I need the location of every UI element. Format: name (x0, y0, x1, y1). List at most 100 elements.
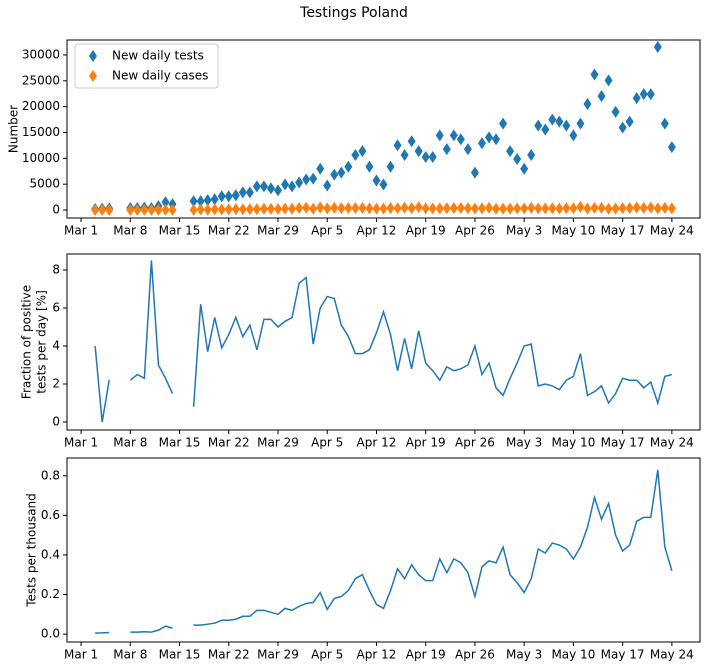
plot-frame (66, 253, 701, 431)
y-tick-label: 0.2 (41, 587, 60, 601)
data-line (94, 260, 673, 423)
data-point (196, 203, 205, 216)
data-point (238, 186, 247, 199)
data-point (499, 117, 508, 130)
data-point (231, 189, 240, 202)
x-tick-label: May 3 (506, 648, 542, 662)
data-point (224, 203, 233, 216)
y-tick-label: 0.6 (41, 508, 60, 522)
data-point (583, 97, 592, 110)
y-tick-label: 15000 (22, 125, 60, 139)
x-tick-label: Apr 12 (357, 224, 397, 238)
data-point (667, 202, 676, 215)
data-point (337, 166, 346, 179)
data-point (245, 203, 254, 216)
x-tick-label: Apr 26 (455, 648, 495, 662)
data-point (400, 201, 409, 214)
x-tick-label: Mar 15 (159, 436, 201, 450)
data-point (449, 201, 458, 214)
data-point (414, 201, 423, 214)
x-tick-label: May 24 (650, 224, 694, 238)
data-point (477, 137, 486, 150)
y-axis-label: Fraction of positive (20, 285, 34, 399)
data-point (330, 168, 339, 181)
x-tick-label: May 10 (551, 436, 595, 450)
data-point (259, 202, 268, 215)
y-tick-label: 8 (52, 262, 60, 276)
data-point (316, 201, 325, 214)
data-point (492, 202, 501, 215)
legend-marker (89, 50, 97, 62)
data-point (449, 129, 458, 142)
data-point (625, 115, 634, 128)
data-point (569, 202, 578, 215)
data-point (534, 202, 543, 215)
data-point (625, 202, 634, 215)
data-point (330, 201, 339, 214)
data-point (660, 201, 669, 214)
legend-box (74, 43, 219, 89)
data-point (189, 195, 198, 208)
data-point (660, 117, 669, 130)
data-point (499, 202, 508, 215)
data-point (583, 202, 592, 215)
data-point (252, 180, 261, 193)
x-tick-label: May 3 (506, 224, 542, 238)
data-point (161, 196, 170, 209)
data-point (435, 129, 444, 142)
data-point (470, 202, 479, 215)
data-point (485, 131, 493, 144)
data-point (386, 202, 395, 215)
data-point (463, 143, 472, 156)
y-tick-label: 6 (52, 300, 60, 314)
data-point (309, 202, 318, 215)
data-point (393, 139, 402, 152)
data-point (281, 178, 290, 191)
data-point (372, 174, 381, 187)
x-tick-label: Mar 22 (208, 224, 250, 238)
x-tick-label: May 10 (551, 224, 595, 238)
data-point (365, 202, 374, 215)
x-tick-label: Mar 1 (64, 436, 98, 450)
x-tick-label: Mar 8 (113, 648, 147, 662)
data-point (126, 203, 135, 216)
data-point (407, 202, 416, 215)
x-tick-label: Mar 29 (257, 224, 299, 238)
data-point (639, 88, 648, 101)
x-tick-label: Mar 8 (113, 436, 147, 450)
x-tick-label: Mar 15 (159, 648, 201, 662)
data-point (358, 145, 367, 158)
data-point (667, 141, 676, 154)
legend-label: New daily cases (112, 69, 208, 83)
data-point (506, 145, 515, 158)
x-tick-label: Apr 5 (311, 648, 343, 662)
data-point (238, 203, 247, 216)
data-point (344, 160, 353, 173)
data-point (477, 202, 486, 215)
data-point (492, 133, 501, 146)
y-tick-label: 10000 (22, 151, 60, 165)
y-tick-label: 0.0 (41, 627, 60, 641)
data-point (632, 201, 641, 214)
data-point (168, 203, 177, 216)
x-tick-label: Mar 1 (64, 648, 98, 662)
data-point (154, 203, 163, 216)
y-tick-label: 25000 (22, 73, 60, 87)
data-point (147, 203, 156, 216)
data-point (639, 201, 648, 214)
data-point (245, 186, 254, 199)
x-tick-label: Mar 8 (113, 224, 147, 238)
data-point (590, 68, 599, 81)
data-point (217, 190, 226, 203)
data-point (618, 202, 627, 215)
x-tick-label: May 10 (551, 648, 595, 662)
data-point (189, 203, 198, 216)
data-point (513, 202, 522, 215)
data-point (323, 179, 332, 192)
data-point (562, 202, 571, 215)
data-point (372, 202, 381, 215)
data-point (161, 203, 170, 216)
data-point (133, 203, 142, 216)
data-point (470, 166, 479, 179)
